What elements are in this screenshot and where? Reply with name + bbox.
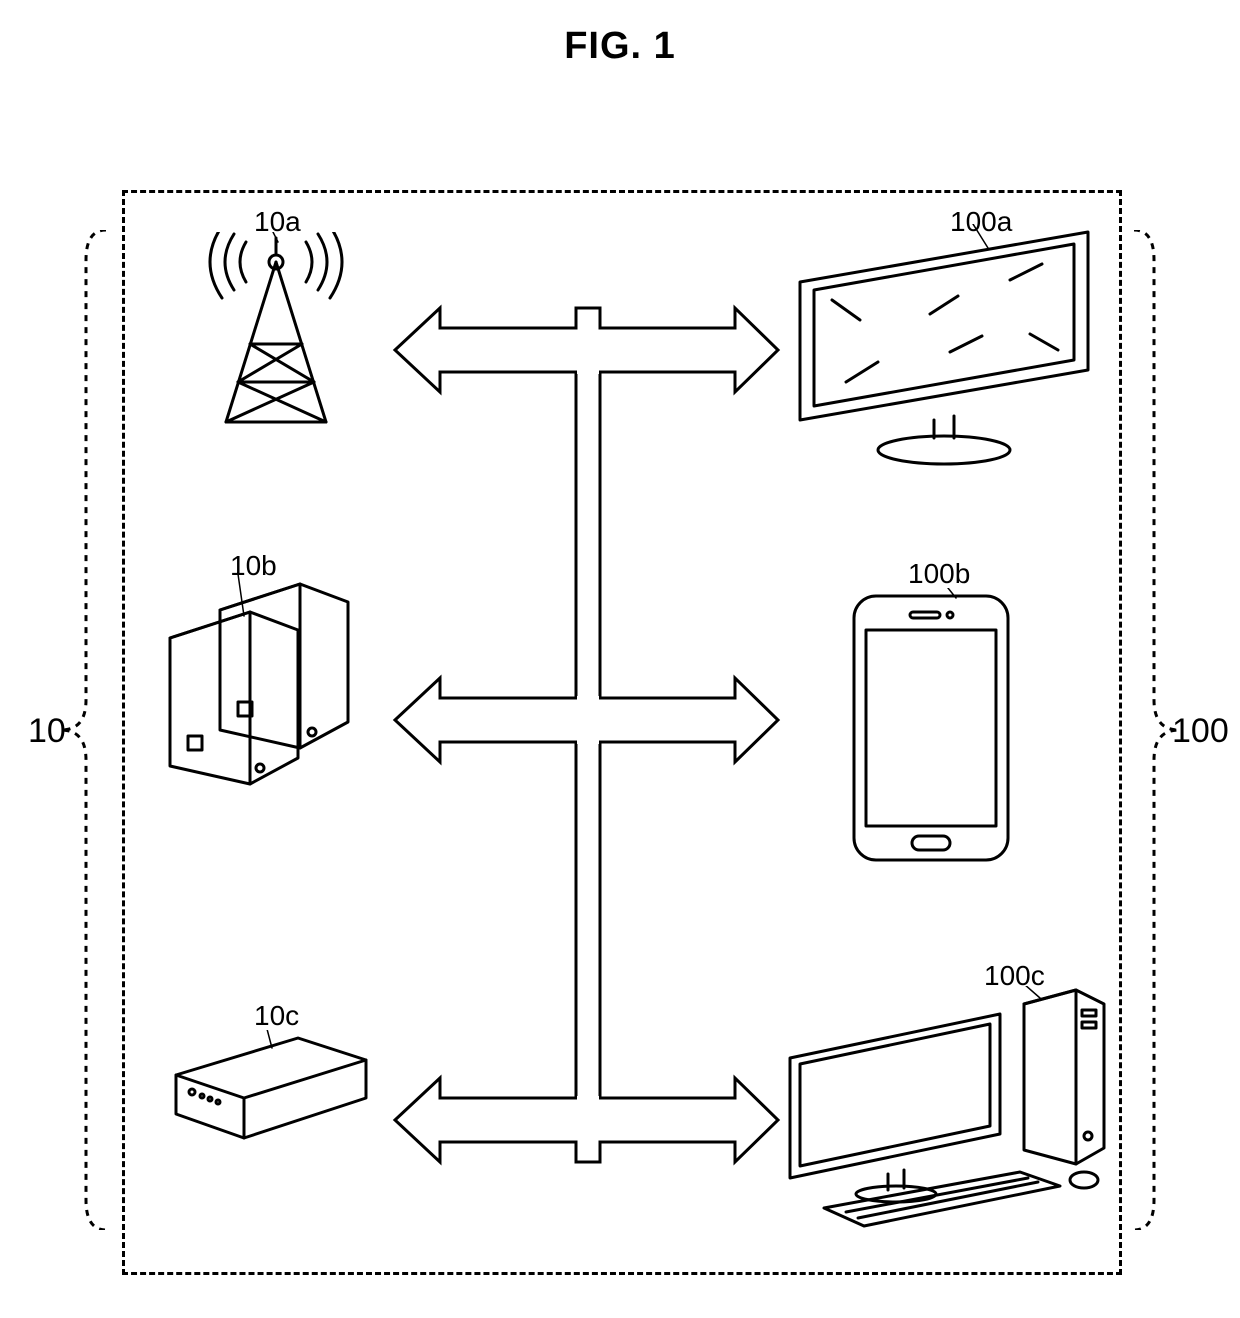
arrows-icon bbox=[0, 0, 1240, 1318]
